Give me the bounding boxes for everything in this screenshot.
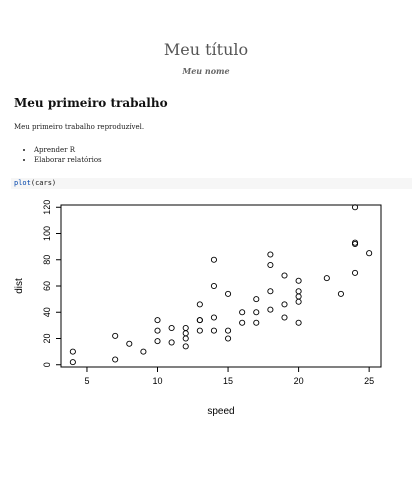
y-tick-label: 80 [42,255,52,265]
bullet-list: Aprender R Elaborar relatórios [14,145,102,165]
data-point [239,309,246,316]
data-point [351,269,359,276]
paragraph: Meu primeiro trabalho reproduzível. [14,123,145,131]
list-item: Elaborar relatórios [34,155,102,165]
data-point [281,301,288,308]
data-point [210,282,217,290]
code-block: plot(cars) [11,178,412,189]
data-point [366,250,373,257]
data-point [253,319,260,326]
y-tick-label: 100 [42,226,52,241]
section-heading: Meu primeiro trabalho [14,96,168,110]
plot-frame [60,204,382,368]
data-point [168,339,175,346]
x-tick-label: 15 [223,376,233,386]
y-tick-label: 40 [42,307,52,317]
document-title: Meu título [163,40,249,59]
data-point [154,327,161,334]
data-point [154,338,161,345]
data-point [337,290,344,297]
data-point [196,317,203,324]
y-tick-label: 20 [42,333,52,343]
data-point [225,290,232,297]
data-point [281,272,288,279]
data-point [182,335,189,342]
data-point [253,309,260,316]
data-point [281,314,288,321]
y-tick-label: 120 [42,200,52,215]
x-tick-label: 10 [153,376,163,386]
data-point [267,306,274,313]
data-point [126,340,133,347]
y-axis-label: dist [14,278,25,294]
data-point [225,335,232,342]
scatter-plot: speed dist 5 10 15 20 25 0 20 40 60 80 100 120 [14,200,382,417]
data-point [182,324,189,332]
x-axis-label: speed [207,406,234,417]
data-point [154,317,161,324]
code-function: plot [14,179,31,187]
y-tick-label: 60 [42,281,52,291]
data-point [351,204,359,211]
data-point [69,359,76,366]
x-tick-label: 5 [84,376,89,386]
data-point [196,327,203,334]
data-point [295,298,302,305]
data-point [210,256,217,263]
x-tick-label: 25 [364,376,374,386]
code-args: (cars) [30,179,57,187]
data-point [112,332,119,339]
data-point [267,261,274,269]
data-point [182,330,189,337]
data-point [323,275,330,282]
data-point [267,288,274,295]
data-point [225,327,232,334]
data-point [253,296,260,303]
data-point [112,356,119,363]
data-point [210,327,217,334]
y-tick-label: 0 [42,362,52,367]
data-point [295,288,302,295]
data-point [168,324,175,332]
data-point [182,343,189,350]
list-item: Aprender R [34,145,102,155]
data-point [295,277,302,284]
document-author: Meu nome [182,66,230,76]
x-tick-label: 20 [294,376,304,386]
data-point [351,239,359,246]
data-point [267,251,274,258]
data-point [210,314,217,321]
data-point [239,319,246,326]
data-point [295,293,302,300]
data-point [140,348,147,355]
data-point [295,319,302,326]
data-point [69,348,76,355]
data-point [196,301,203,308]
